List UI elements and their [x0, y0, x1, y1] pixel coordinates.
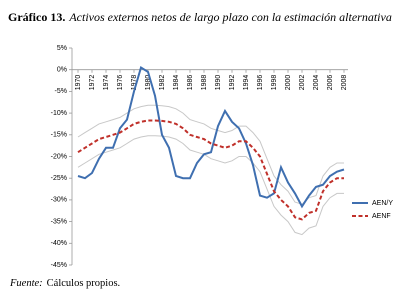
y-tick-label: -35% [51, 218, 67, 225]
x-tick-label: 1982 [159, 75, 166, 91]
title-text: Activos externos netos de largo plazo co… [68, 10, 392, 24]
x-tick-label: 1976 [117, 75, 124, 91]
x-tick-label: 1996 [257, 75, 264, 91]
legend-label: AENF [372, 213, 391, 220]
y-tick-label: -25% [51, 175, 67, 182]
y-tick-label: -5% [55, 88, 67, 95]
x-tick-label: 1990 [215, 75, 222, 91]
source-note: Fuente: Cálculos propios. [9, 278, 120, 289]
x-tick-label: 1986 [187, 75, 194, 91]
y-tick-label: -30% [51, 197, 67, 204]
x-tick-label: 2008 [341, 75, 348, 91]
y-tick-label: -15% [51, 132, 67, 139]
title-label: Gráfico 13. [8, 10, 65, 24]
x-tick-label: 2000 [285, 75, 292, 91]
x-tick-label: 1970 [75, 75, 82, 91]
band-line [77, 135, 344, 236]
source-text: Cálculos propios. [47, 278, 121, 289]
y-tick-label: 5% [57, 45, 67, 52]
x-tick-label: 1980 [145, 75, 152, 91]
x-tick-label: 1978 [131, 75, 138, 91]
x-tick-label: 2002 [299, 75, 306, 91]
x-tick-label: 2004 [313, 75, 320, 91]
x-tick-label: 1992 [229, 75, 236, 91]
x-tick-label: 1994 [243, 75, 250, 91]
legend-label: AEN/Y [372, 200, 393, 207]
x-tick-label: 2006 [327, 75, 334, 91]
x-tick-label: 1972 [89, 75, 96, 91]
y-tick-label: -10% [51, 110, 67, 117]
x-tick-label: 1974 [103, 75, 110, 91]
band-line [77, 104, 344, 205]
series-line [77, 119, 344, 221]
series-line [77, 65, 345, 209]
x-tick-label: 1998 [271, 75, 278, 91]
source-label: Fuente: [9, 278, 43, 289]
y-tick-label: -40% [51, 240, 67, 247]
chart-title: Gráfico 13. Activos externos netos de lar… [8, 10, 392, 24]
x-tick-label: 1988 [201, 75, 208, 91]
x-tick-label: 1984 [173, 75, 180, 91]
y-tick-label: -20% [51, 153, 67, 160]
y-tick-label: 0% [57, 67, 67, 74]
y-tick-label: -45% [51, 262, 67, 269]
